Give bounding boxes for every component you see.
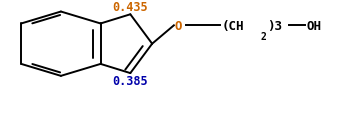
Text: 0.385: 0.385 bbox=[113, 74, 148, 87]
Text: )3: )3 bbox=[267, 20, 282, 32]
Text: 2: 2 bbox=[260, 32, 266, 41]
Text: OH: OH bbox=[307, 20, 322, 32]
Text: O: O bbox=[174, 20, 182, 32]
Text: (CH: (CH bbox=[222, 20, 244, 32]
Text: 0.435: 0.435 bbox=[113, 1, 148, 14]
